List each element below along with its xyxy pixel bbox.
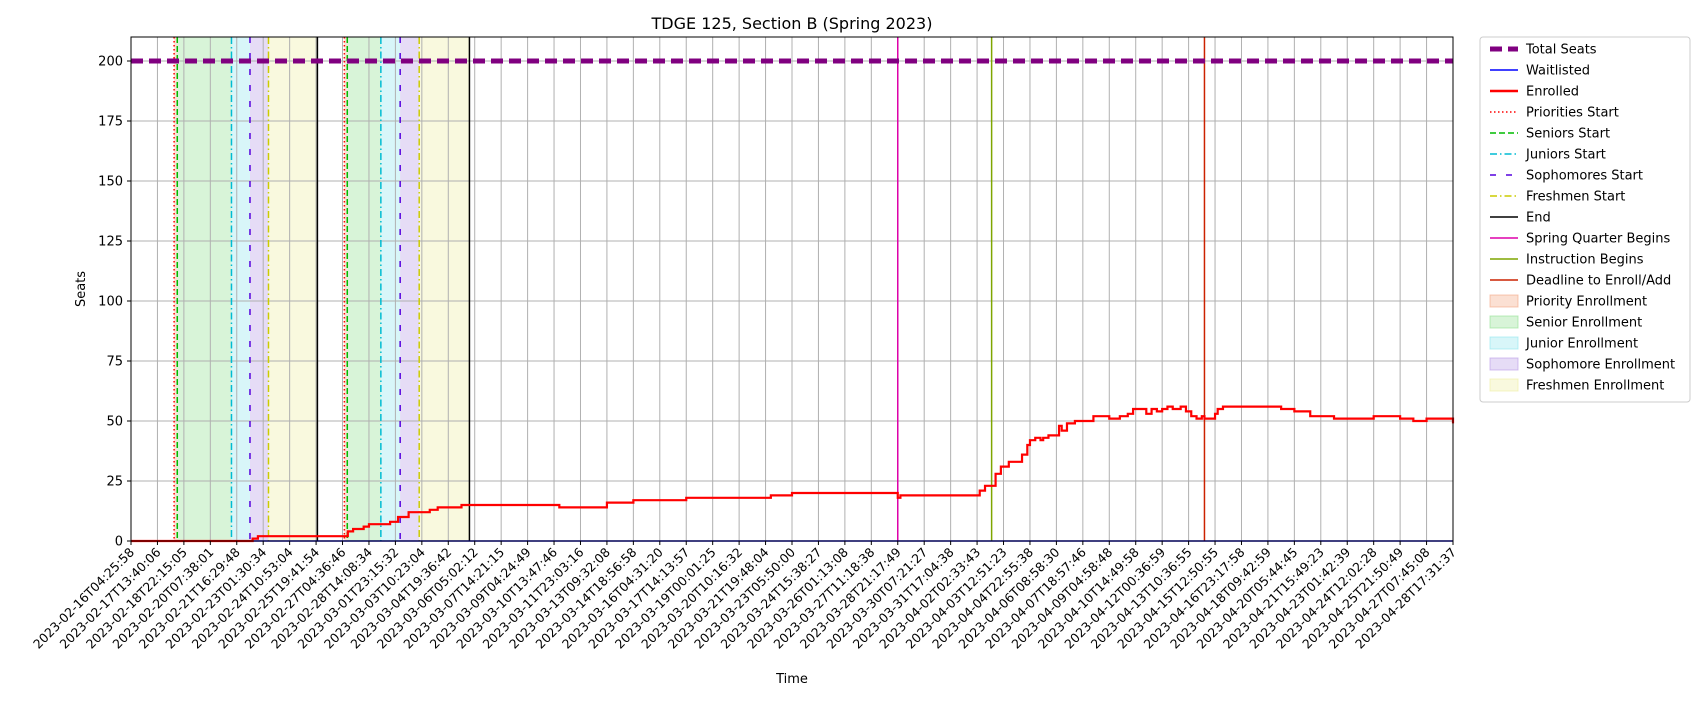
y-tick-label: 100 [98,295,123,310]
span-sophomore-enrollment [249,37,269,541]
legend-label: Total Seats [1525,43,1597,58]
span-priority-enrollment [174,37,178,541]
y-tick-label: 125 [98,235,123,250]
legend-label: Freshmen Enrollment [1526,379,1664,394]
legend-swatch [1489,378,1519,392]
span-priority-enrollment [344,37,348,541]
legend-label: Spring Quarter Begins [1526,232,1670,247]
y-tick-label: 150 [98,175,123,190]
y-tick-label: 25 [106,475,123,490]
legend-label: Priority Enrollment [1526,295,1647,310]
legend-label: Juniors Start [1525,148,1606,163]
legend-label: Sophomore Enrollment [1526,358,1675,373]
x-axis-label: Time [775,672,808,687]
span-sophomore-enrollment [400,37,420,541]
span-senior-enrollment [347,37,381,541]
x-axis-ticks: 2023-02-16T04:25:582023-02-17T13:40:0620… [30,541,1459,652]
legend-label: Enrolled [1526,85,1579,100]
chart-title: TDGE 125, Section B (Spring 2023) [651,14,933,33]
legend-label: Deadline to Enroll/Add [1526,274,1671,289]
legend-label: Sophomores Start [1526,169,1643,184]
y-axis-label: Seats [74,271,89,307]
legend: Total Seats Waitlisted Enrolled Priorities … [1479,36,1691,403]
y-tick-label: 50 [106,415,123,430]
legend-box [1479,36,1691,403]
legend-label: Junior Enrollment [1525,337,1638,352]
span-freshmen-enrollment [419,37,470,541]
legend-label: Instruction Begins [1526,253,1644,268]
span-freshmen-enrollment [268,37,318,541]
legend-swatch [1489,357,1519,371]
legend-label: End [1526,211,1551,226]
y-tick-label: 200 [98,55,123,70]
legend-swatch [1489,336,1519,350]
span-senior-enrollment [177,37,232,541]
y-tick-label: 75 [106,355,123,370]
legend-label: Seniors Start [1526,127,1610,142]
legend-label: Waitlisted [1526,64,1590,79]
legend-label: Priorities Start [1526,106,1619,121]
legend-swatch [1489,294,1519,308]
enrollment-periods [174,37,470,541]
legend-label: Freshmen Start [1526,190,1625,205]
span-junior-enrollment [231,37,250,541]
series-enrolled [131,405,1455,543]
legend-label: Senior Enrollment [1526,316,1642,331]
legend-swatch [1489,315,1519,329]
span-junior-enrollment [380,37,401,541]
event-lines [173,37,1206,541]
y-tick-label: 175 [98,115,123,130]
y-axis-ticks: 0 25 50 75 100 125 150 175 200 [98,55,131,550]
y-tick-label: 0 [115,535,123,550]
grid-lines [130,37,1454,542]
